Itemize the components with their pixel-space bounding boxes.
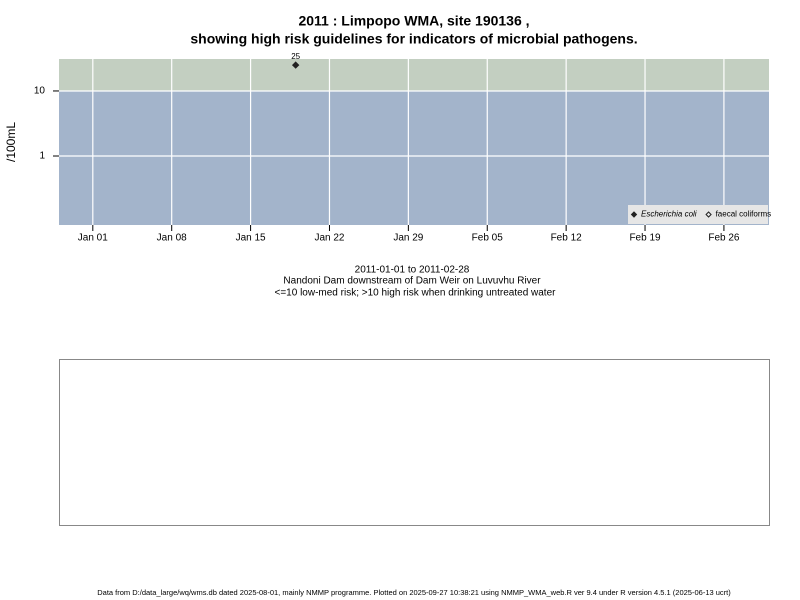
x-tick-label: Feb 12 (551, 233, 583, 244)
chart-title: 2011 : Limpopo WMA, site 190136 , (298, 13, 529, 29)
empty-panel (59, 359, 770, 526)
legend-box (628, 205, 768, 224)
legend-label: faecal coliforms (716, 210, 772, 219)
band-high (59, 59, 769, 91)
band-low (59, 90, 769, 225)
y-tick-label: 10 (34, 86, 46, 97)
x-tick-label: Feb 26 (708, 233, 740, 244)
y-tick-label: 1 (39, 151, 45, 162)
footer: Data from D:/data_large/wq/wms.db dated … (97, 588, 731, 597)
site-description: Nandoni Dam downstream of Dam Weir on Lu… (283, 276, 541, 287)
chart-subtitle: showing high risk guidelines for indicat… (190, 31, 637, 47)
legend: Escherichia coli faecal coliforms (628, 205, 771, 224)
x-tick-label: Feb 05 (472, 233, 504, 244)
x-tick-label: Jan 15 (236, 233, 266, 244)
risk-note: <=10 low-med risk; >10 high risk when dr… (275, 288, 557, 299)
y-axis-label: /100mL (4, 122, 18, 162)
data-point (291, 61, 300, 69)
x-tick-label: Jan 22 (314, 233, 344, 244)
x-tick-label: Jan 08 (157, 233, 187, 244)
x-tick-label: Feb 19 (629, 233, 661, 244)
x-tick-label: Jan 01 (78, 233, 108, 244)
x-tick-label: Jan 29 (393, 233, 423, 244)
legend-label: Escherichia coli (641, 210, 697, 219)
date-range: 2011-01-01 to 2011-02-28 (355, 265, 470, 276)
legend-marker (630, 211, 638, 218)
legend-marker (705, 211, 712, 218)
plot-area (59, 59, 769, 225)
data-label: 25 (291, 52, 300, 61)
